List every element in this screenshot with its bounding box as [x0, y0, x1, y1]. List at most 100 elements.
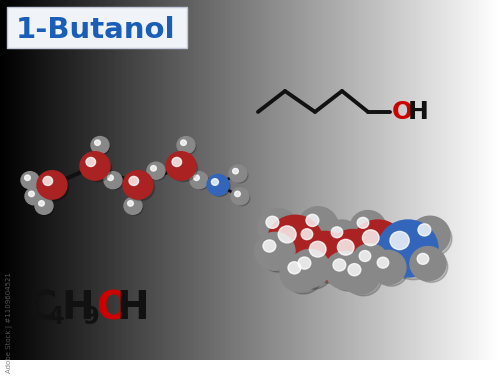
Circle shape — [150, 165, 166, 180]
Circle shape — [37, 171, 67, 199]
Circle shape — [126, 200, 143, 215]
Circle shape — [390, 231, 409, 250]
Circle shape — [415, 221, 452, 256]
Circle shape — [170, 155, 198, 182]
Circle shape — [129, 176, 138, 185]
Circle shape — [86, 157, 96, 166]
Circle shape — [378, 220, 438, 277]
Circle shape — [21, 172, 39, 189]
FancyBboxPatch shape — [7, 6, 187, 48]
Circle shape — [386, 227, 441, 280]
Circle shape — [377, 257, 388, 268]
Circle shape — [234, 191, 240, 196]
Circle shape — [180, 139, 196, 155]
Circle shape — [24, 175, 30, 180]
Circle shape — [172, 157, 182, 166]
Circle shape — [333, 259, 346, 271]
Circle shape — [106, 174, 123, 190]
Text: C: C — [28, 289, 56, 327]
Circle shape — [124, 197, 142, 214]
Circle shape — [280, 254, 320, 292]
Circle shape — [325, 251, 365, 289]
Circle shape — [212, 179, 218, 185]
Circle shape — [41, 174, 68, 201]
Circle shape — [310, 241, 326, 257]
Text: O: O — [392, 100, 413, 124]
Text: H: H — [408, 100, 429, 124]
Circle shape — [258, 209, 298, 247]
Circle shape — [28, 190, 44, 206]
Circle shape — [84, 155, 112, 182]
Circle shape — [94, 140, 100, 146]
Text: 9: 9 — [83, 305, 100, 329]
Circle shape — [334, 236, 382, 281]
Circle shape — [260, 237, 297, 272]
Circle shape — [303, 212, 340, 247]
Circle shape — [410, 247, 446, 281]
Circle shape — [150, 166, 156, 171]
Circle shape — [298, 226, 332, 258]
Circle shape — [24, 174, 40, 190]
Circle shape — [338, 239, 354, 255]
Text: 1-Butanol: 1-Butanol — [16, 16, 175, 44]
Circle shape — [94, 139, 110, 155]
Circle shape — [35, 197, 53, 214]
Circle shape — [192, 174, 209, 190]
Circle shape — [306, 214, 319, 226]
Circle shape — [410, 216, 450, 254]
Circle shape — [28, 191, 34, 196]
Circle shape — [91, 136, 109, 154]
Circle shape — [306, 238, 354, 283]
Circle shape — [38, 200, 54, 215]
Text: H: H — [61, 289, 94, 327]
Circle shape — [166, 152, 196, 180]
Circle shape — [340, 256, 380, 294]
Circle shape — [290, 249, 330, 287]
Circle shape — [299, 231, 351, 281]
Circle shape — [327, 230, 379, 279]
Circle shape — [331, 227, 342, 238]
Circle shape — [232, 167, 248, 183]
Circle shape — [298, 257, 311, 269]
Circle shape — [356, 248, 390, 280]
Text: H: H — [116, 289, 148, 327]
Circle shape — [418, 224, 431, 236]
Circle shape — [147, 162, 165, 179]
Circle shape — [301, 229, 312, 240]
Circle shape — [417, 253, 428, 264]
Circle shape — [359, 226, 406, 272]
Circle shape — [374, 255, 408, 286]
Circle shape — [285, 259, 322, 294]
Circle shape — [190, 172, 208, 189]
Circle shape — [127, 174, 154, 201]
Circle shape — [108, 175, 114, 180]
Circle shape — [267, 215, 323, 268]
Circle shape — [348, 264, 361, 276]
Circle shape — [207, 174, 229, 195]
Circle shape — [352, 244, 388, 278]
Circle shape — [263, 240, 276, 252]
Circle shape — [234, 190, 250, 206]
Circle shape — [294, 222, 330, 256]
Circle shape — [298, 207, 338, 245]
Circle shape — [357, 217, 368, 228]
Circle shape — [352, 220, 404, 269]
Circle shape — [231, 188, 249, 205]
Circle shape — [229, 165, 247, 182]
Circle shape — [295, 254, 332, 289]
Circle shape — [128, 201, 134, 206]
Circle shape — [266, 216, 279, 228]
Circle shape — [274, 222, 326, 271]
Circle shape — [354, 215, 388, 246]
Circle shape — [328, 225, 362, 256]
Circle shape — [278, 226, 296, 243]
Circle shape — [43, 176, 52, 185]
Text: 4: 4 — [48, 305, 65, 329]
Circle shape — [123, 171, 153, 199]
Circle shape — [370, 250, 406, 285]
Circle shape — [263, 214, 300, 249]
Circle shape — [104, 172, 122, 189]
Circle shape — [414, 251, 448, 282]
Circle shape — [255, 232, 295, 270]
Circle shape — [80, 152, 110, 180]
